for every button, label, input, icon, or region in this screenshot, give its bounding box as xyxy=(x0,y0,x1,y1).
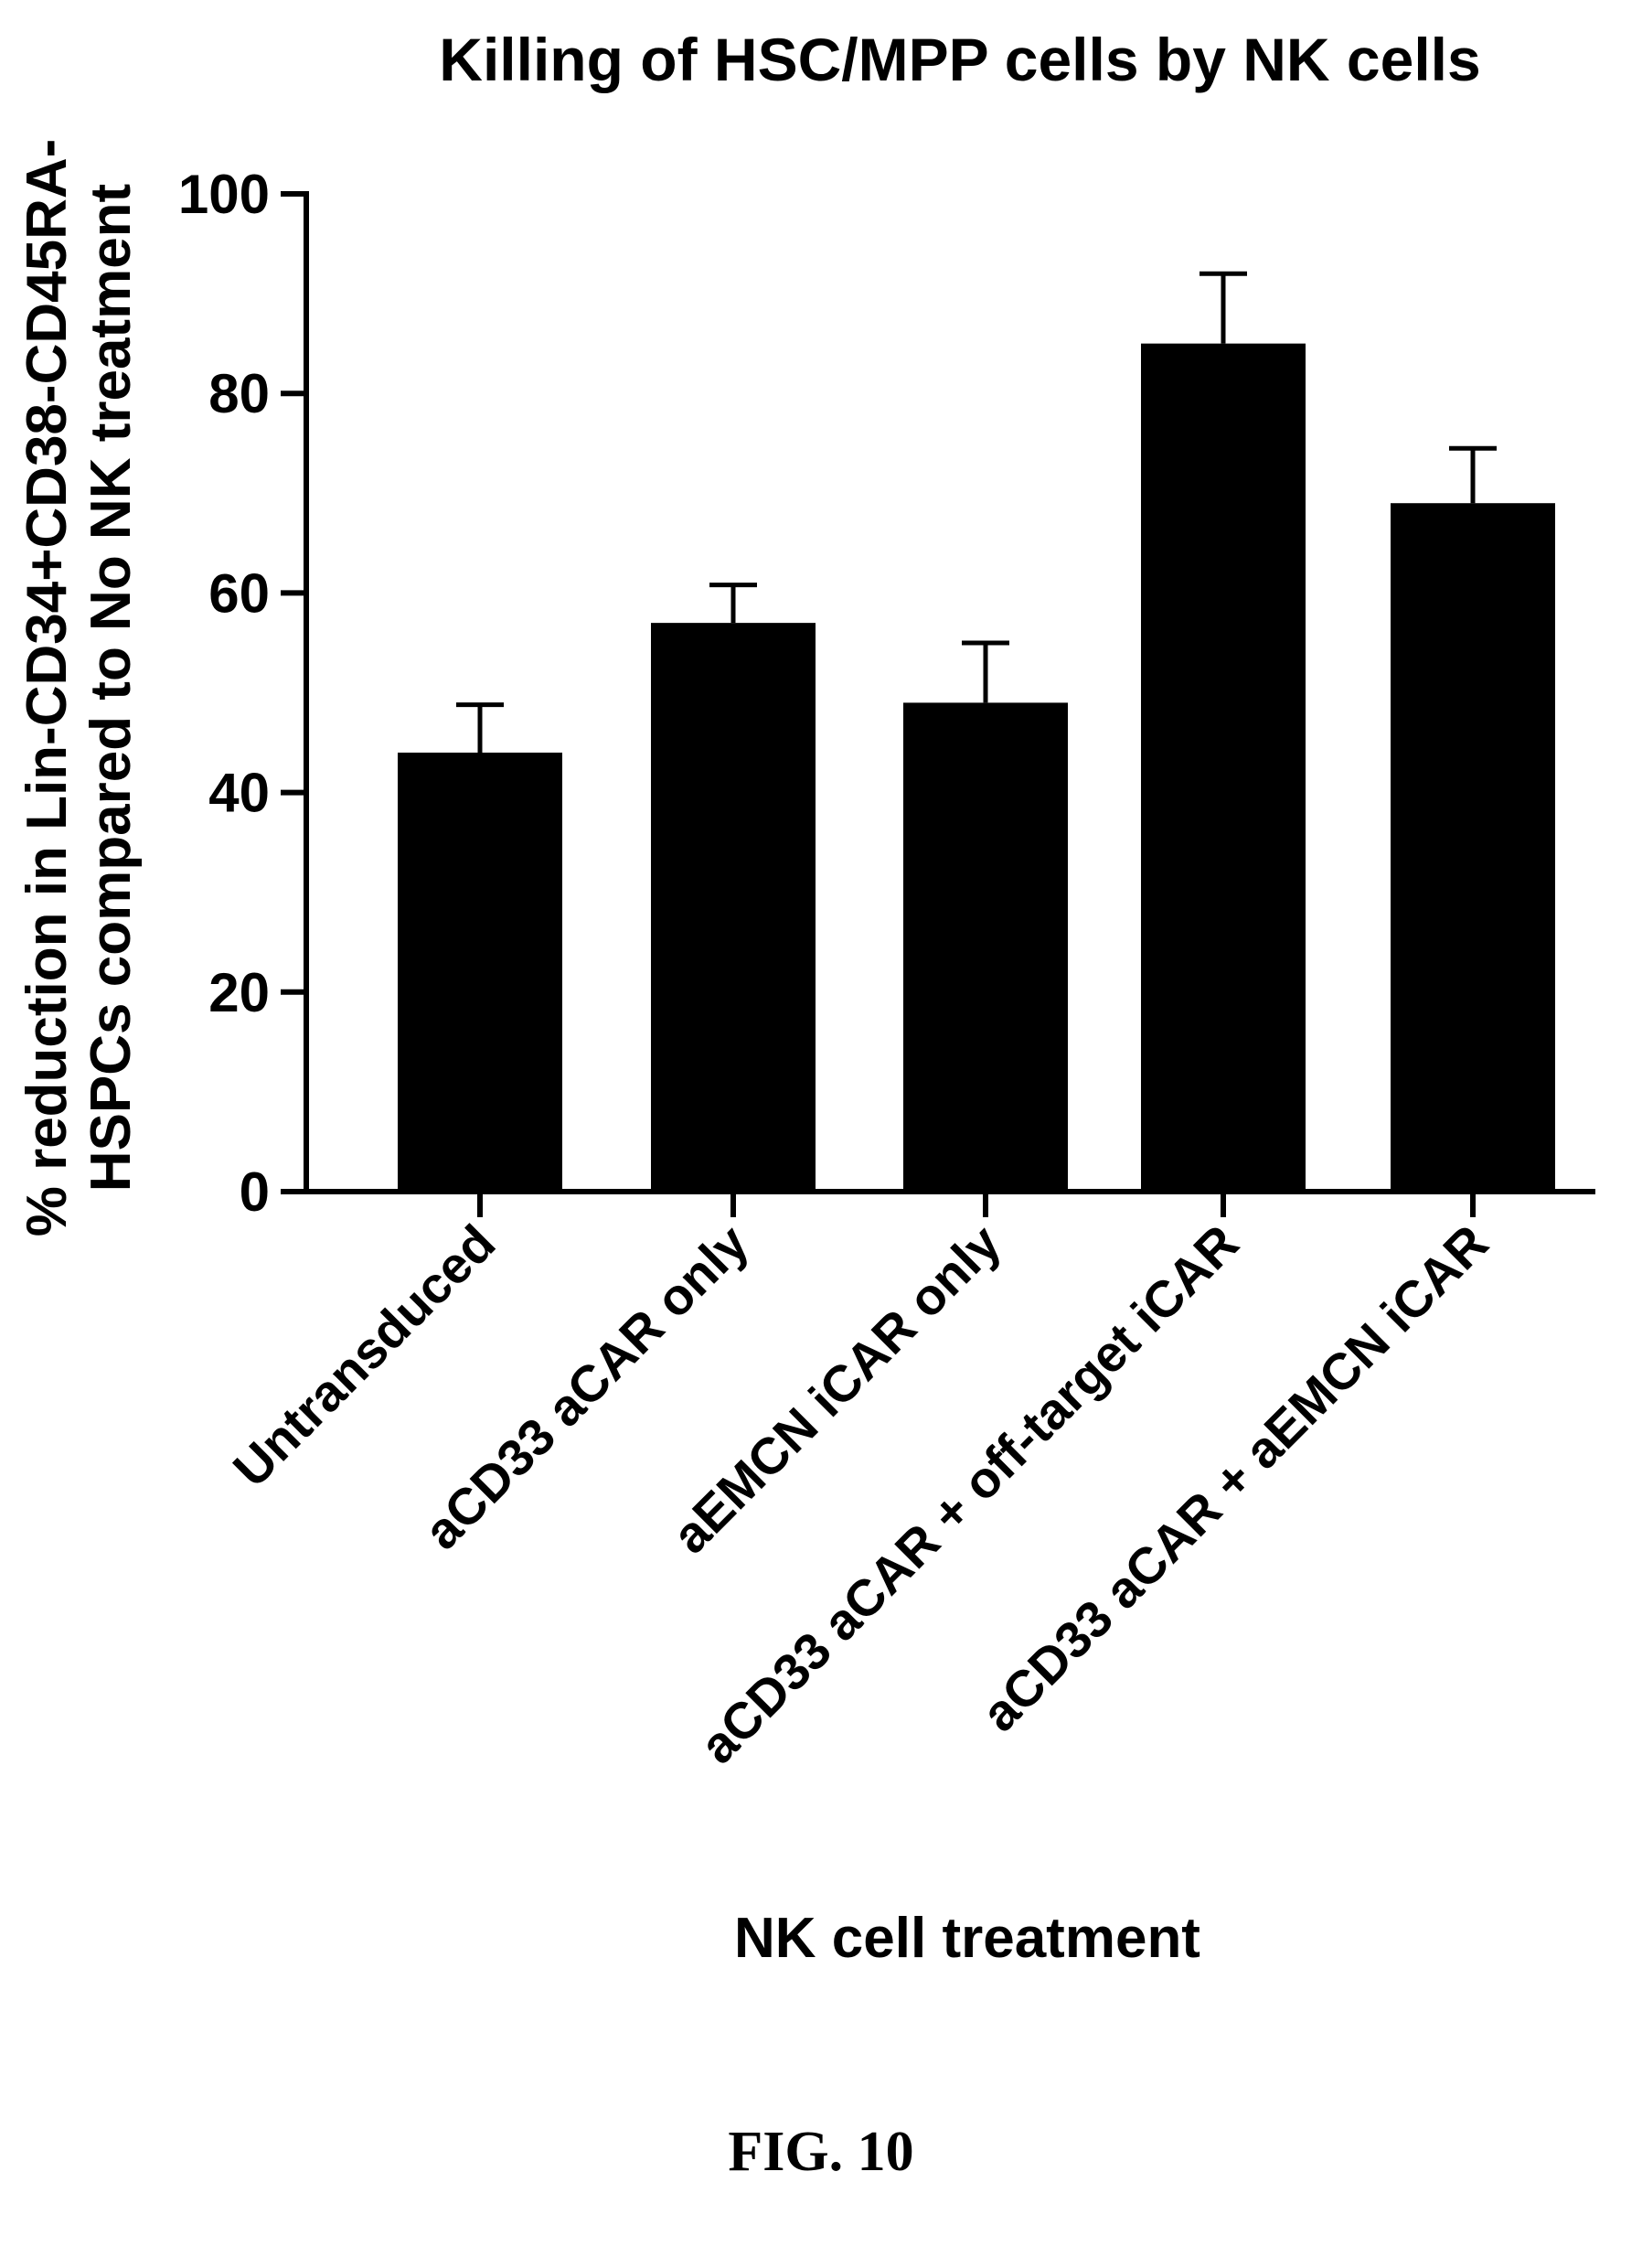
bar-4 xyxy=(1141,343,1306,1192)
y-tick-label-40: 40 xyxy=(208,763,270,824)
y-tick-label-0: 0 xyxy=(240,1161,270,1223)
x-tick-label-5: aCD33 aCAR + aEMCN iCAR xyxy=(970,1214,1498,1742)
y-tick-label-80: 80 xyxy=(208,363,270,424)
y-axis-title-line-2: HSPCs compared to No NK treatment xyxy=(80,184,143,1192)
y-tick-label-60: 60 xyxy=(208,562,270,624)
bar-5 xyxy=(1391,503,1555,1192)
x-tick-label-1: Untransduced xyxy=(222,1214,506,1498)
y-axis-title-line-1: % reduction in Lin-CD34+CD38-CD45RA- xyxy=(16,139,79,1237)
y-tick-label-20: 20 xyxy=(208,962,270,1023)
bar-2 xyxy=(651,623,816,1192)
chart-title: Killing of HSC/MPP cells by NK cells xyxy=(439,26,1480,93)
figure-caption: FIG. 10 xyxy=(728,2121,914,2183)
y-tick-label-100: 100 xyxy=(178,164,270,225)
y-axis-title: % reduction in Lin-CD34+CD38-CD45RA- HSP… xyxy=(16,139,143,1237)
x-axis-title: NK cell treatment xyxy=(734,1907,1200,1970)
bar-1 xyxy=(398,752,562,1192)
bar-3 xyxy=(903,702,1068,1192)
x-tick-label-4: aCD33 aCAR + off-target iCAR xyxy=(688,1214,1249,1774)
